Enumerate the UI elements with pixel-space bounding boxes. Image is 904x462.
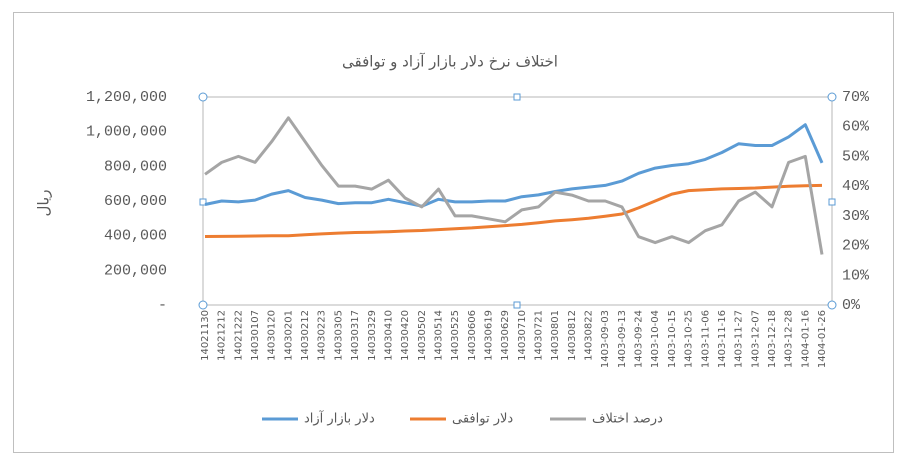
x-tick-label: 14030107 xyxy=(250,310,261,361)
x-tick-label: 1403-10-04 xyxy=(650,310,661,368)
y2-tick-label: 10% xyxy=(842,267,870,284)
legend-label: دلار بازار آزاد xyxy=(304,410,375,427)
x-tick-label: 14030514 xyxy=(433,310,444,361)
x-tick-label: 14030629 xyxy=(500,310,511,361)
y2-tick-label: 60% xyxy=(842,119,870,136)
x-tick-label: 1403-09-03 xyxy=(600,310,611,368)
y-tick-label: - xyxy=(158,297,167,314)
x-tick-label: 14030502 xyxy=(417,310,428,361)
x-tick-label: 14030822 xyxy=(584,310,595,361)
x-tick-label: 14030812 xyxy=(567,310,578,361)
y2-tick-label: 20% xyxy=(842,238,870,255)
x-tick-label: 1403-09-24 xyxy=(634,310,645,368)
y-tick-label: 1,200,000 xyxy=(86,89,167,106)
x-tick-label: 1403-11-27 xyxy=(734,310,745,368)
y-tick-label: 800,000 xyxy=(104,158,167,175)
y2-tick-label: 30% xyxy=(842,208,870,225)
x-tick-label: 14030420 xyxy=(400,310,411,361)
x-tick-label: 14021222 xyxy=(233,310,244,361)
series-line xyxy=(204,123,824,208)
y2-tick-label: 50% xyxy=(842,148,870,165)
y2-tick-label: 0% xyxy=(842,297,861,314)
x-tick-label: 14030305 xyxy=(333,310,344,361)
x-tick-label: 14030710 xyxy=(517,310,528,361)
x-tick-label: 1404-01-26 xyxy=(817,310,828,368)
x-tick-label: 14030120 xyxy=(267,310,278,361)
legend-label: درصد اختلاف xyxy=(592,412,663,427)
x-tick-label: 1403-12-07 xyxy=(750,310,761,368)
x-tick-label: 14021130 xyxy=(200,310,211,361)
x-tick-label: 1403-11-06 xyxy=(700,310,711,368)
x-tick-label: 14021212 xyxy=(217,310,228,361)
x-tick-label: 1403-12-28 xyxy=(784,310,795,368)
x-tick-label: 14030317 xyxy=(350,310,361,361)
x-tick-label: 14030201 xyxy=(283,310,294,361)
selection-handles xyxy=(198,92,837,310)
y-axis-label: ریال xyxy=(35,190,53,217)
series-line xyxy=(204,183,823,238)
x-tick-label: 1404-01-16 xyxy=(800,310,811,368)
legend-label: دلار توافقی xyxy=(452,412,513,427)
y-tick-label: 1,000,000 xyxy=(86,124,167,141)
x-tick-label: 1403-09-13 xyxy=(617,310,628,368)
x-tick-label: 14030223 xyxy=(317,310,328,361)
x-tick-label: 14030525 xyxy=(450,310,461,361)
chart-title: اختلاف نرخ دلار بازار آزاد و توافقی xyxy=(342,53,558,71)
x-tick-label: 14030721 xyxy=(534,310,545,361)
y-tick-label: 600,000 xyxy=(104,193,167,210)
series-line xyxy=(204,116,824,255)
x-tick-label: 14030212 xyxy=(300,310,311,361)
y2-tick-label: 40% xyxy=(842,178,870,195)
x-tick-label: 14030606 xyxy=(467,310,478,361)
y-tick-label: 400,000 xyxy=(104,228,167,245)
x-tick-label: 1403-10-15 xyxy=(667,310,678,368)
x-tick-label: 1403-11-16 xyxy=(717,310,728,368)
x-tick-label: 1403-12-18 xyxy=(767,310,778,368)
x-tick-label: 14030329 xyxy=(367,310,378,361)
y2-tick-label: 70% xyxy=(842,89,870,106)
chart-frame xyxy=(13,12,894,453)
y-tick-label: 200,000 xyxy=(104,262,167,279)
x-tick-label: 14030801 xyxy=(550,310,561,361)
x-tick-label: 14030410 xyxy=(383,310,394,361)
x-tick-label: 1403-10-25 xyxy=(684,310,695,368)
x-tick-label: 14030619 xyxy=(483,310,494,361)
